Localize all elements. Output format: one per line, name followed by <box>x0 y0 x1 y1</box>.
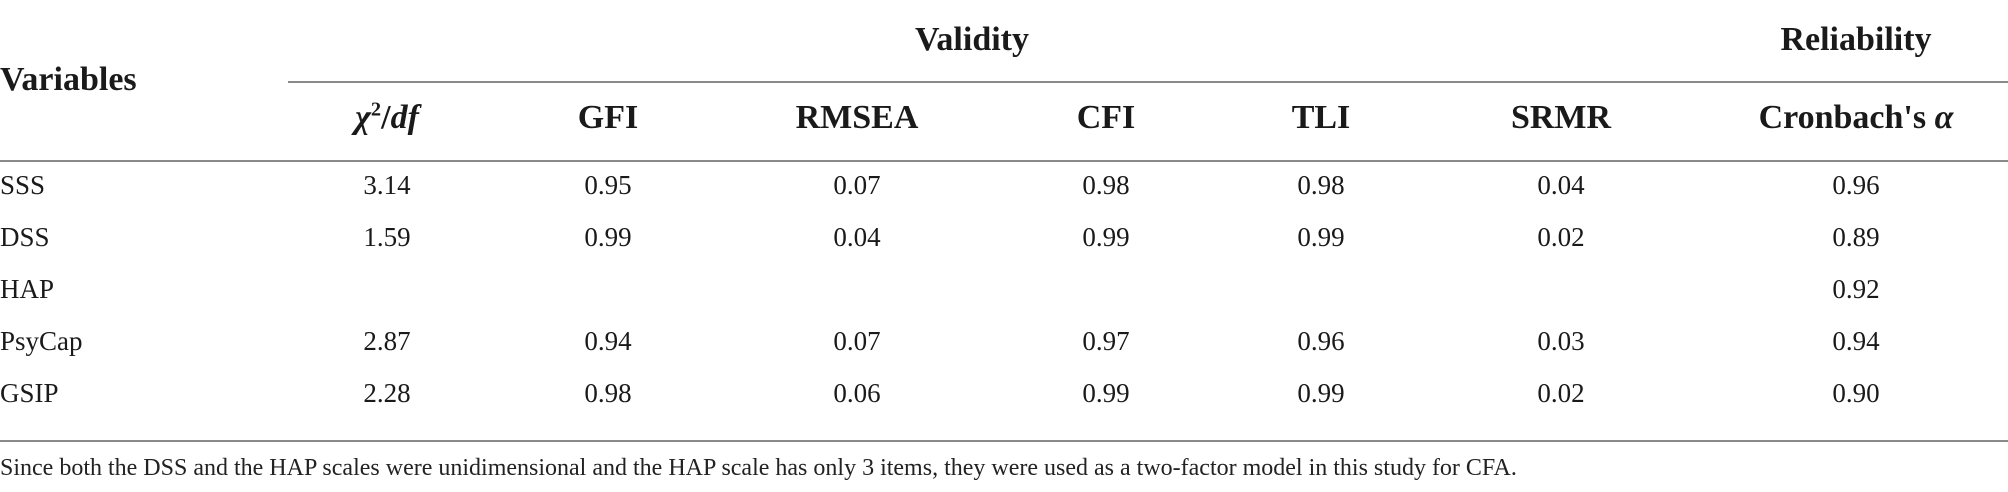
gfi-cell: 0.94 <box>584 326 632 356</box>
srmr-cell: 0.02 <box>1537 222 1585 252</box>
alpha-symbol: α <box>1934 99 1954 136</box>
cfi-header: CFI <box>1076 99 1136 136</box>
chi-exponent: 2 <box>370 98 382 121</box>
srmr-cell: 0.02 <box>1537 378 1585 408</box>
srmr-header: SRMR <box>1510 99 1612 136</box>
gfi-header: GFI <box>577 99 639 136</box>
row-label: DSS <box>0 222 50 252</box>
reliability-group-header: Reliability <box>1780 21 1932 58</box>
cfi-cell: 0.99 <box>1082 378 1130 408</box>
alpha-cell: 0.94 <box>1832 326 1880 356</box>
chi-df-cell: 1.59 <box>363 222 411 252</box>
chi-slash: / <box>381 99 391 136</box>
alpha-cell: 0.90 <box>1832 378 1880 408</box>
chi-square-df-header: χ2/df <box>355 98 419 138</box>
srmr-cell: 0.04 <box>1537 170 1585 200</box>
chi-symbol: χ <box>355 99 371 136</box>
rmsea-cell: 0.06 <box>833 378 881 408</box>
tli-cell: 0.96 <box>1297 326 1345 356</box>
gfi-cell: 0.99 <box>584 222 632 252</box>
validity-group-header: Validity <box>914 21 1030 58</box>
table-footnote: Since both the DSS and the HAP scales we… <box>0 455 1517 481</box>
cfi-cell: 0.98 <box>1082 170 1130 200</box>
row-label: PsyCap <box>0 326 83 356</box>
chi-df-cell: 3.14 <box>363 170 411 200</box>
alpha-cell: 0.92 <box>1832 274 1880 304</box>
tli-cell: 0.99 <box>1297 222 1345 252</box>
df-label: df <box>390 99 419 136</box>
srmr-cell: 0.03 <box>1537 326 1585 356</box>
table-bottom-rule <box>0 440 2008 442</box>
header-bottom-rule <box>0 160 2008 162</box>
cfi-cell: 0.99 <box>1082 222 1130 252</box>
row-label: GSIP <box>0 378 59 408</box>
chi-df-cell: 2.28 <box>363 378 411 408</box>
tli-header: TLI <box>1291 99 1351 136</box>
variables-header: Variables <box>0 61 137 98</box>
tli-cell: 0.98 <box>1297 170 1345 200</box>
cfi-cell: 0.97 <box>1082 326 1130 356</box>
rmsea-cell: 0.04 <box>833 222 881 252</box>
chi-df-cell: 2.87 <box>363 326 411 356</box>
rmsea-cell: 0.07 <box>833 326 881 356</box>
alpha-cell: 0.96 <box>1832 170 1880 200</box>
rmsea-header: RMSEA <box>795 99 919 136</box>
validity-group-rule <box>288 81 2008 83</box>
cronbach-label: Cronbach's <box>1758 99 1935 136</box>
row-label: SSS <box>0 170 46 200</box>
row-label: HAP <box>0 274 55 304</box>
alpha-cell: 0.89 <box>1832 222 1880 252</box>
tli-cell: 0.99 <box>1297 378 1345 408</box>
gfi-cell: 0.98 <box>584 378 632 408</box>
rmsea-cell: 0.07 <box>833 170 881 200</box>
gfi-cell: 0.95 <box>584 170 632 200</box>
cronbach-alpha-header: Cronbach's α <box>1759 98 1954 138</box>
